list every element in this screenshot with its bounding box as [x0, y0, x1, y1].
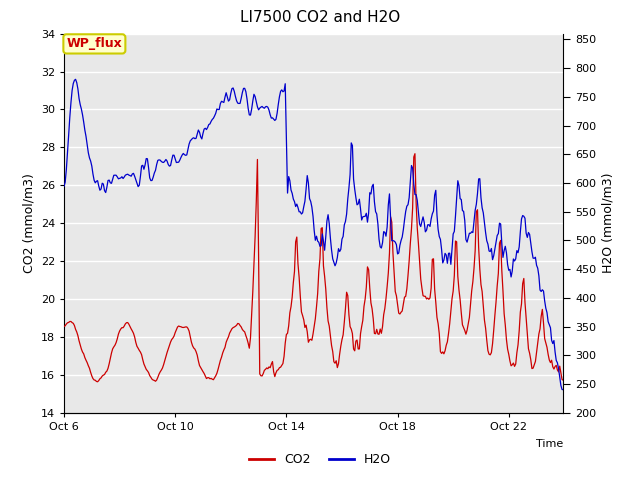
- Legend: CO2, H2O: CO2, H2O: [244, 448, 396, 471]
- Text: Time: Time: [536, 439, 563, 449]
- Y-axis label: H2O (mmol/m3): H2O (mmol/m3): [602, 173, 614, 274]
- Y-axis label: CO2 (mmol/m3): CO2 (mmol/m3): [22, 173, 35, 273]
- Text: WP_flux: WP_flux: [67, 37, 122, 50]
- Text: LI7500 CO2 and H2O: LI7500 CO2 and H2O: [240, 10, 400, 24]
